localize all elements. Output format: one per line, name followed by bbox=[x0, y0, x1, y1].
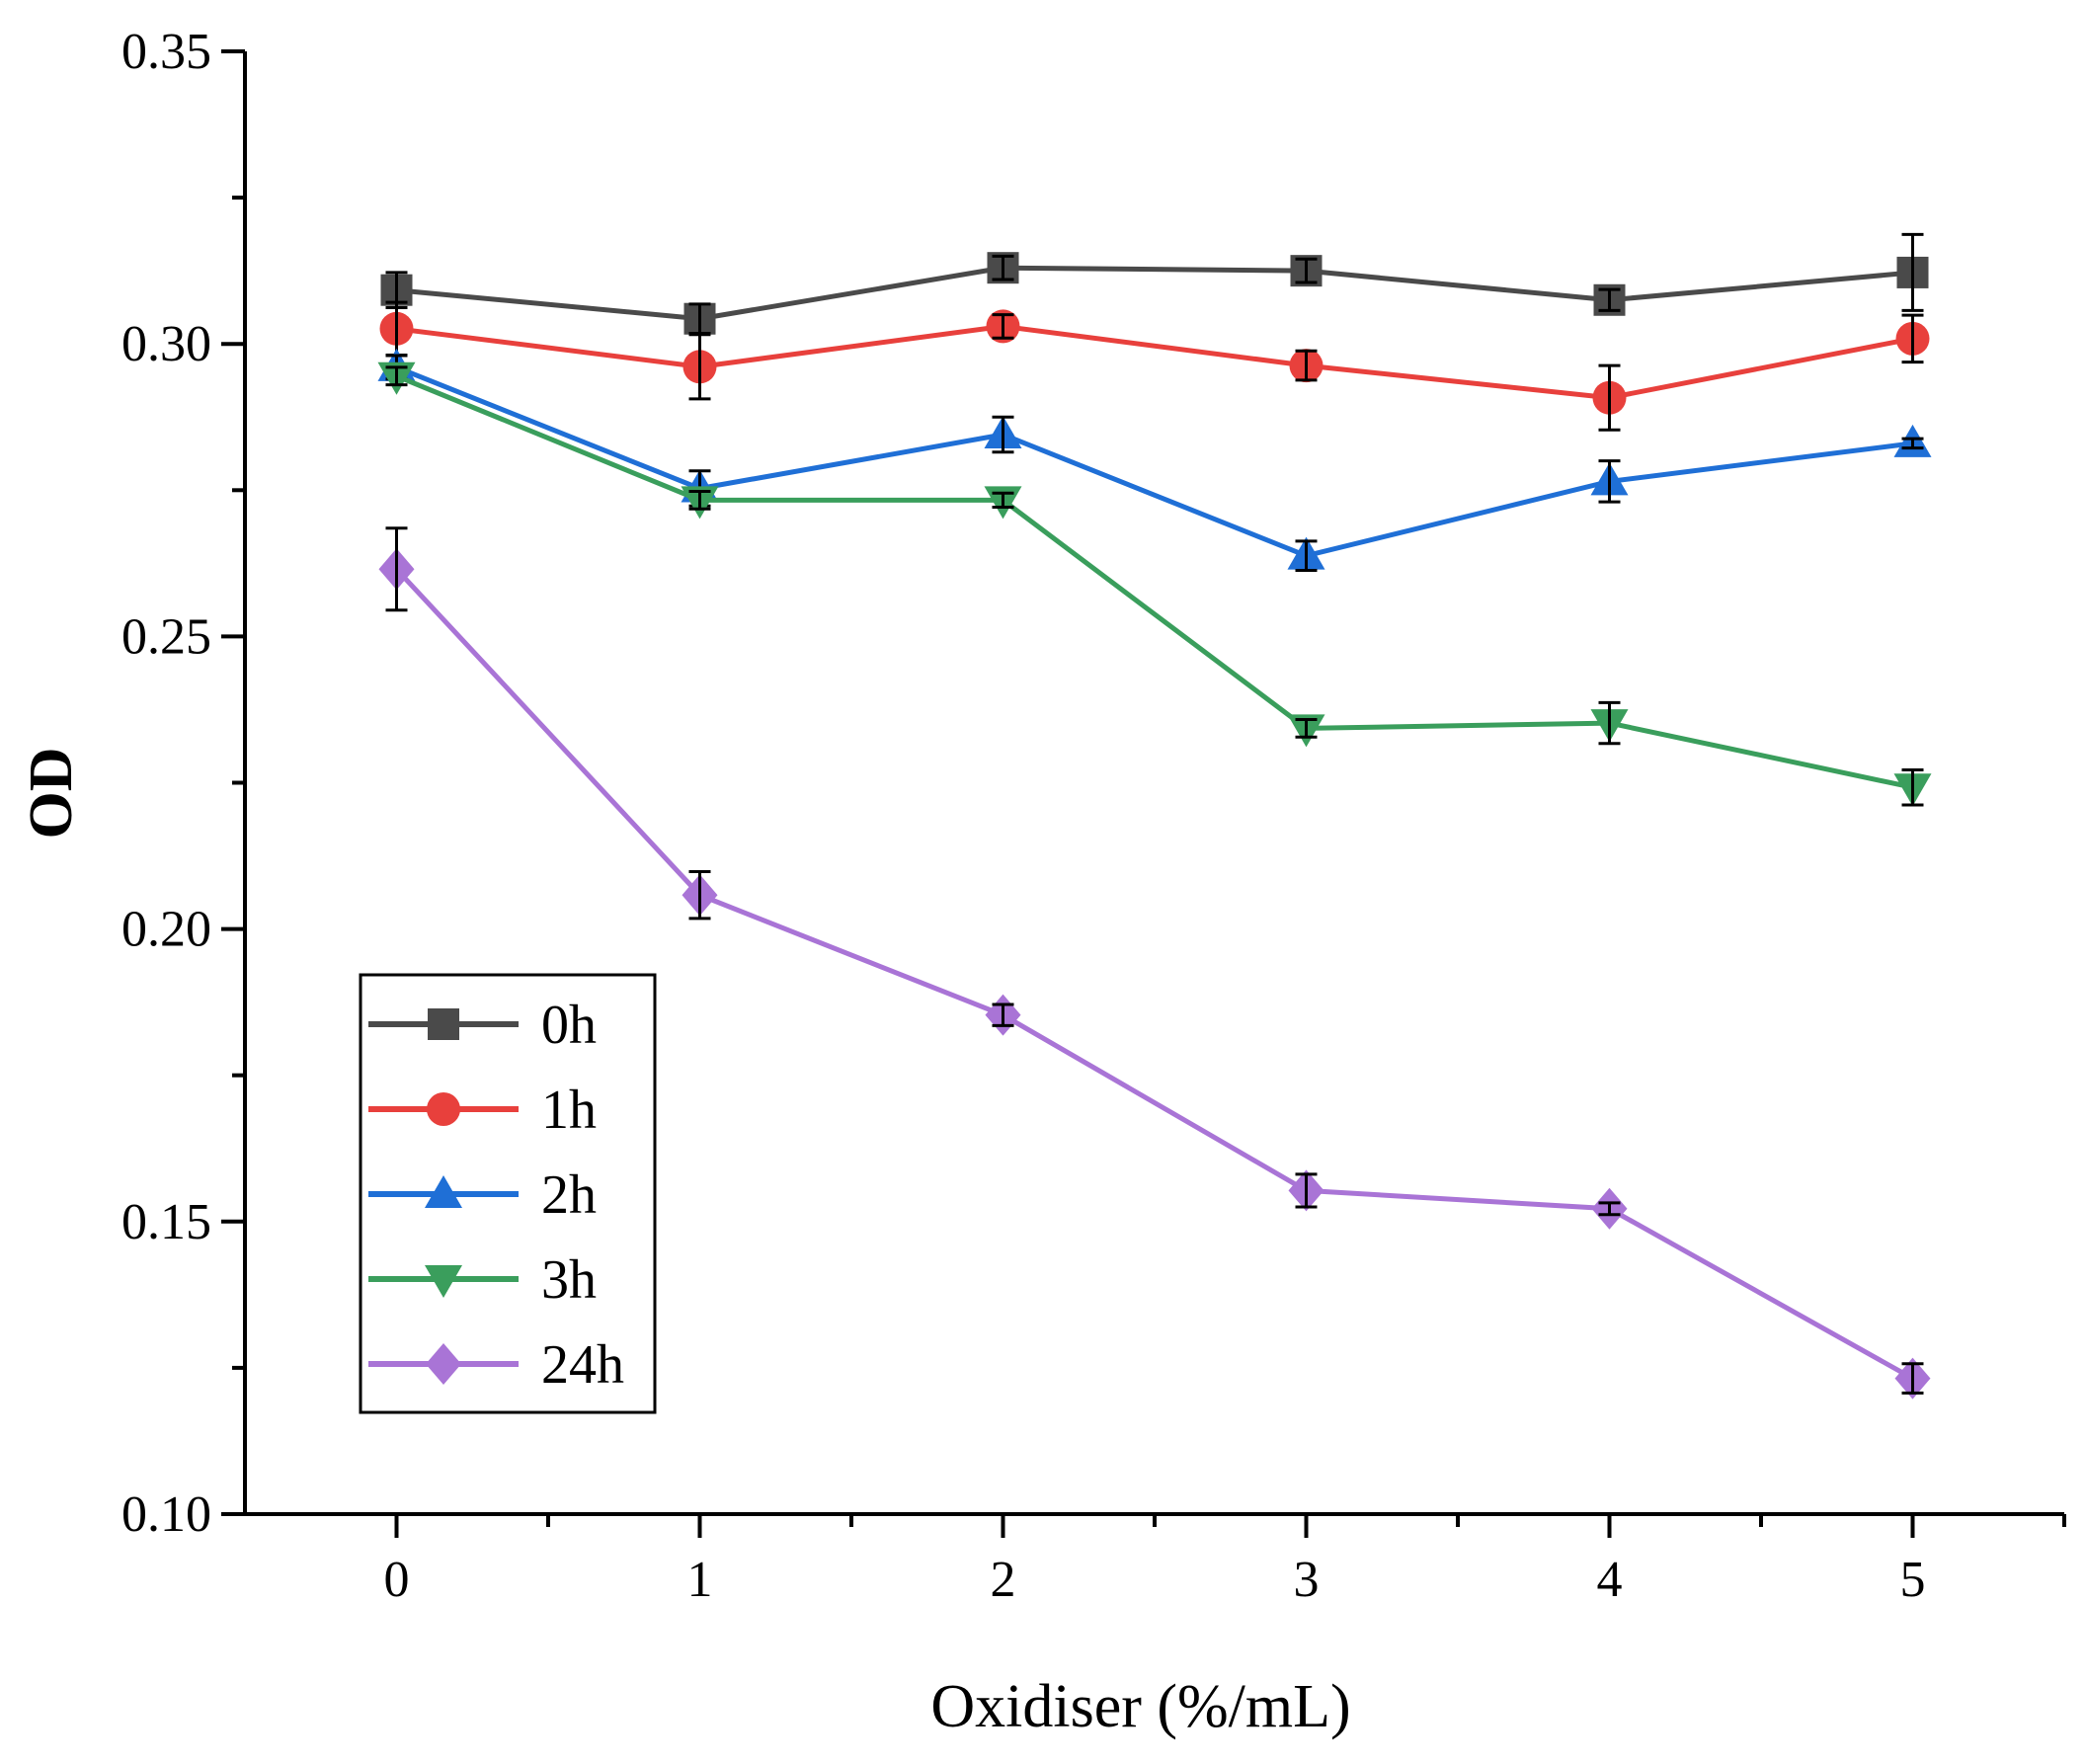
legend-label-1h: 1h bbox=[541, 1080, 597, 1141]
series-0h bbox=[380, 232, 1929, 336]
x-tick-label: 0 bbox=[384, 1552, 410, 1608]
legend-label-24h: 24h bbox=[541, 1334, 624, 1396]
legend-marker-24h bbox=[426, 1343, 461, 1385]
x-tick-label: 3 bbox=[1294, 1552, 1320, 1608]
series-line-1h bbox=[396, 323, 1913, 401]
series-layer bbox=[377, 232, 1932, 1400]
legend-marker-1h bbox=[427, 1092, 460, 1126]
y-tick-label: 0.30 bbox=[121, 316, 211, 372]
y-tick-label: 0.25 bbox=[121, 608, 211, 665]
series-line-3h bbox=[395, 373, 1914, 790]
y-tick-label: 0.35 bbox=[121, 24, 211, 80]
y-tick-label: 0.10 bbox=[121, 1486, 211, 1543]
legend-label-3h: 3h bbox=[541, 1249, 597, 1311]
series-24h bbox=[378, 526, 1931, 1400]
x-axis-title: Oxidiser (%/mL) bbox=[930, 1673, 1350, 1740]
series-line-0h bbox=[396, 265, 1913, 322]
series-line-2h bbox=[395, 364, 1913, 559]
x-tick-label: 2 bbox=[991, 1552, 1016, 1608]
x-tick-label: 4 bbox=[1597, 1552, 1623, 1608]
legend-marker-2h bbox=[425, 1175, 462, 1208]
x-tick-label: 1 bbox=[687, 1552, 713, 1608]
x-tick-label: 5 bbox=[1900, 1552, 1926, 1608]
series-3h bbox=[377, 361, 1932, 807]
y-axis-title: OD bbox=[18, 748, 85, 840]
legend-label-0h: 0h bbox=[541, 995, 597, 1056]
y-tick-label: 0.20 bbox=[121, 902, 211, 958]
series-1h bbox=[379, 300, 1930, 432]
axes: 0.10 0.15 0.20 0.25 0.30 0.35 0 1 2 3 4 5 bbox=[121, 24, 2066, 1608]
legend-marker-0h bbox=[428, 1008, 459, 1040]
legend: 0h 1h 2h 3h 24h bbox=[359, 973, 657, 1414]
legend-label-2h: 2h bbox=[541, 1164, 597, 1226]
series-line-24h bbox=[394, 567, 1914, 1381]
legend-marker-3h bbox=[425, 1265, 462, 1298]
y-tick-label: 0.15 bbox=[121, 1194, 211, 1250]
